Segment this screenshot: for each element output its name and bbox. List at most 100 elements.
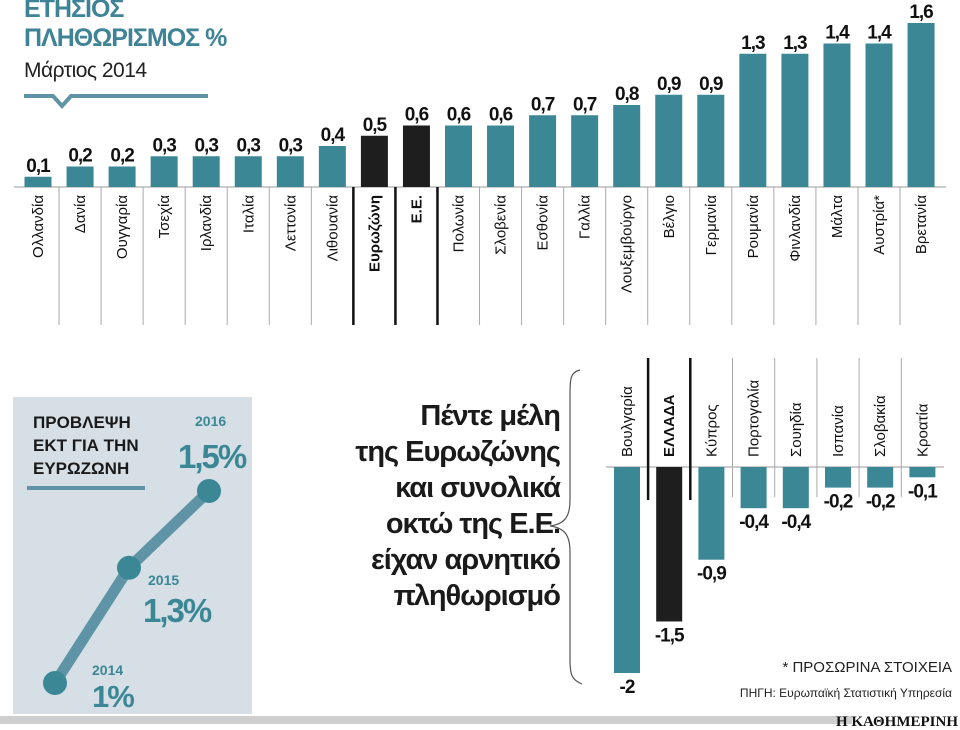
- data-label: 0,9: [657, 74, 681, 95]
- header: ΕΤΗΣΙΟΣ ΠΛΗΘΩΡΙΣΜΟΣ % Μάρτιος 2014: [24, 0, 228, 109]
- data-label: -0,1: [908, 481, 938, 502]
- data-label: 1,6: [909, 2, 933, 23]
- bar: [655, 94, 683, 187]
- data-label: 0,2: [68, 146, 92, 167]
- footer: * ΠΡΟΣΩΡΙΝΑ ΣΤΟΙΧΕΙΑ ΠΗΓΗ: Ευρωπαϊκή Στα…: [0, 659, 958, 730]
- category-label: ΕΛΛΑΔΑ: [661, 394, 678, 457]
- data-label: -0,4: [781, 512, 811, 533]
- bar: [698, 467, 725, 560]
- bar: [823, 43, 851, 187]
- category-label: Μάλτα: [829, 195, 846, 238]
- forecast-year: 2015: [148, 572, 179, 588]
- category-label: Πολωνία: [451, 195, 468, 253]
- bar: [529, 115, 557, 187]
- bar: [740, 467, 767, 509]
- data-label: 0,3: [194, 135, 218, 156]
- data-label: 0,5: [363, 115, 388, 136]
- data-label: 1,3: [741, 33, 765, 54]
- data-label: 0,3: [237, 135, 261, 156]
- data-label: 0,8: [615, 84, 639, 105]
- forecast-title-2: ΕΚΤ ΓΙΑ ΤΗΝ: [33, 436, 139, 455]
- data-label: 0,3: [152, 135, 176, 156]
- bar: [867, 467, 894, 488]
- data-label: 1,4: [825, 23, 850, 44]
- data-label: 0,6: [489, 105, 513, 126]
- bar: [614, 467, 640, 673]
- data-label: 0,3: [279, 135, 303, 156]
- category-label: Σουηδία: [788, 402, 805, 457]
- footer-bar: [0, 716, 852, 724]
- data-label: -0,4: [739, 512, 769, 533]
- forecast-point: [117, 555, 141, 580]
- forecast-panel-bg: [13, 397, 252, 714]
- bar: [24, 176, 52, 187]
- bar: [108, 166, 136, 187]
- bar: [907, 23, 935, 187]
- category-label: Λιθουανία: [324, 195, 341, 262]
- footnote: * ΠΡΟΣΩΡΙΝΑ ΣΤΟΙΧΕΙΑ: [782, 659, 952, 676]
- category-label: Λεττονία: [282, 195, 299, 252]
- category-label: Ευρωζώνη: [366, 195, 383, 272]
- bar: [571, 115, 599, 187]
- bar: [276, 156, 304, 187]
- category-label: Γερμανία: [703, 195, 720, 256]
- category-label: Κύπρος: [703, 404, 720, 457]
- bar: [739, 53, 767, 187]
- title-underline: [24, 94, 208, 109]
- category-label: Ουγγαρία: [114, 195, 131, 259]
- source: ΠΗΓΗ: Ευρωπαϊκή Στατιστική Υπηρεσία: [740, 686, 952, 700]
- callout-line: και συνολικά: [395, 472, 561, 504]
- category-label: Αυστρία*: [871, 195, 888, 255]
- data-label: -0,9: [697, 564, 726, 585]
- brand-logo: Η ΚΑΘΗΜΕΡΙΝΗ: [836, 714, 958, 730]
- category-label: Βέλγιο: [661, 195, 678, 238]
- forecast-point: [43, 671, 67, 695]
- category-label: Γαλλία: [577, 195, 594, 239]
- forecast-value: 1,5%: [178, 438, 247, 475]
- category-label: Κροατία: [914, 403, 931, 457]
- bar: [360, 135, 388, 187]
- category-label: Ολλανδία: [30, 195, 47, 258]
- bar: [318, 146, 346, 187]
- callout-line: οκτώ της Ε.Ε.: [386, 508, 560, 540]
- category-label: Σλοβακία: [872, 395, 889, 457]
- bar: [613, 105, 641, 187]
- data-label: -1,5: [655, 626, 685, 647]
- data-label: 0,9: [699, 74, 723, 95]
- data-label: 0,4: [321, 125, 346, 146]
- data-label: 0,6: [447, 105, 471, 126]
- bar: [782, 467, 809, 509]
- callout-line: Πέντε μέλη: [420, 400, 560, 432]
- forecast-year: 2016: [195, 413, 226, 429]
- bar: [656, 467, 683, 622]
- title-line-1: ΕΤΗΣΙΟΣ: [24, 0, 124, 23]
- category-label: Βρετανία: [913, 195, 930, 254]
- category-label: Ε.Ε.: [408, 195, 425, 223]
- top-bar-chart: 0,1 Ολλανδία 0,2 Δανία 0,2 Ουγγαρία 0,3 Τσεχία 0…: [14, 2, 946, 325]
- category-label: Ιρλανδία: [198, 195, 215, 252]
- category-label: Ρουμανία: [745, 195, 762, 259]
- data-label: 0,7: [531, 94, 555, 115]
- data-label: 0,1: [26, 156, 51, 177]
- category-label: Ισπανία: [830, 405, 847, 457]
- category-label: Βουλγαρία: [619, 386, 636, 457]
- callout-line: της Ευρωζώνης: [355, 436, 560, 468]
- bar: [445, 125, 472, 187]
- forecast-title-underline: [27, 486, 145, 490]
- category-label: Τσεχία: [156, 195, 173, 239]
- category-label: Δανία: [72, 195, 89, 234]
- callout-line: είχαν αρνητικό: [371, 544, 560, 576]
- bar: [234, 156, 262, 187]
- negative-bar-chart: -2 Βουλγαρία -1,5 ΕΛΛΑΔΑ -0,9 Κύπρος -0,4 Πορτο…: [606, 358, 944, 698]
- data-label: 0,2: [110, 146, 134, 167]
- bar: [402, 125, 430, 187]
- category-label: Σλοβενία: [493, 195, 510, 255]
- category-label: Εσθονία: [535, 195, 552, 251]
- bar: [66, 166, 94, 187]
- callout-line: πληθωρισμό: [394, 580, 561, 612]
- bar: [150, 156, 178, 187]
- callout-text: Πέντε μέλη της Ευρωζώνης και συνολικά οκτώ …: [355, 400, 561, 612]
